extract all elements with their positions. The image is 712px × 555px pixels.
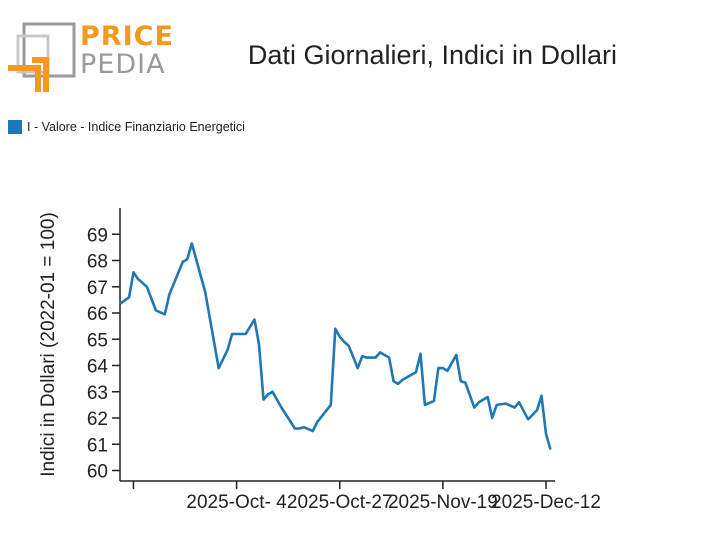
logo-word-pedia: PEDIA bbox=[80, 49, 166, 80]
pricepedia-logo: PRICE PEDIA bbox=[8, 22, 173, 94]
y-tick-label: 69 bbox=[87, 225, 108, 246]
x-axis: 2025-Oct- 4 2025-Oct-272025-Nov-192025-De… bbox=[120, 480, 601, 513]
series-layer bbox=[119, 242, 552, 450]
logo-mark-icon bbox=[8, 22, 76, 92]
y-tick-label: 68 bbox=[87, 252, 108, 273]
legend: I - Valore - Indice Finanziario Energeti… bbox=[8, 119, 245, 135]
y-tick-label: 63 bbox=[87, 383, 108, 404]
x-tick-label: 2025-Dec-12 bbox=[491, 492, 601, 513]
y-tick-label: 67 bbox=[87, 278, 108, 299]
y-tick-label: 62 bbox=[87, 409, 108, 430]
y-tick-label: 66 bbox=[87, 304, 108, 325]
series-line bbox=[119, 242, 552, 450]
x-tick-label: 2025-Oct- 4 bbox=[186, 492, 287, 513]
y-axis-title: Indici in Dollari (2022-01 = 100) bbox=[38, 212, 59, 477]
y-tick-label: 61 bbox=[87, 435, 108, 456]
legend-swatch bbox=[8, 120, 22, 134]
y-axis: 60 61 62 63 64 65 66 67 68 69 bbox=[87, 208, 121, 483]
x-tick-label: 2025-Oct-27 bbox=[287, 492, 393, 513]
y-tick-label: 60 bbox=[87, 462, 108, 483]
y-tick-label: 65 bbox=[87, 330, 108, 351]
legend-label: I - Valore - Indice Finanziario Energeti… bbox=[27, 120, 245, 134]
y-tick-label: 64 bbox=[87, 357, 109, 378]
chart-title: Dati Giornalieri, Indici in Dollari bbox=[247, 40, 618, 70]
logo-word-price: PRICE bbox=[80, 21, 174, 52]
x-tick-label: 2025-Nov-19 bbox=[388, 492, 498, 513]
